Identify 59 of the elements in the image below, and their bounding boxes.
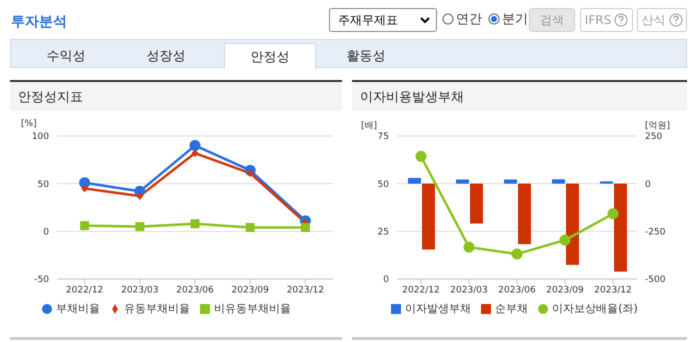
y2-tick-label: 250 — [645, 132, 662, 142]
point — [190, 140, 200, 152]
point — [190, 219, 200, 228]
legend-label: 부채비율 — [56, 302, 100, 315]
x-tick-label: 2022/12 — [66, 285, 104, 296]
text: 수익성 — [46, 48, 86, 66]
y-tick-label: 100 — [32, 132, 50, 142]
point — [560, 234, 570, 246]
point — [512, 248, 522, 260]
y-tick-label: 75 — [378, 132, 389, 142]
point — [608, 208, 618, 220]
y-tick-label: -50 — [34, 275, 50, 286]
legend-label: 비유동부채비율 — [214, 302, 291, 315]
legend-label: 순부채 — [495, 302, 528, 315]
y-tick-label: 50 — [378, 180, 390, 190]
text: 성장성 — [146, 48, 186, 66]
x-tick-label: 2022/12 — [402, 285, 440, 296]
y-axis-title: [%] — [21, 119, 37, 129]
text: 안정성 — [224, 43, 316, 69]
y-axis-title: [배] — [361, 120, 378, 132]
point — [464, 242, 474, 253]
chart-title: 이자비용발생부채 — [352, 80, 687, 111]
legend-label: 이자보상배율(좌) — [552, 302, 638, 315]
y2-tick-label: -500 — [645, 275, 666, 286]
text: 활동성 — [346, 48, 386, 66]
x-tick-label: 2023/09 — [232, 285, 270, 296]
chart-title: 안정성지표 — [10, 80, 342, 111]
point — [80, 221, 90, 230]
legend-label: 유동부채비율 — [124, 302, 190, 315]
text: 산식 — [642, 12, 666, 28]
point — [416, 150, 426, 162]
y2-tick-label: 0 — [645, 180, 651, 190]
x-tick-label: 2023/06 — [498, 285, 536, 296]
legend-label: 이자발생부채 — [405, 302, 472, 315]
point — [192, 149, 198, 158]
text: 연간 — [456, 11, 482, 28]
x-tick-label: 2023/06 — [176, 285, 214, 296]
text: 분기 — [502, 11, 528, 28]
x-tick-label: 2023/12 — [594, 285, 632, 296]
text: 주재무제표 — [338, 12, 398, 28]
text: 투자분석 — [11, 13, 67, 31]
y2-tick-label: -250 — [645, 228, 666, 238]
point — [246, 223, 255, 232]
text: IFRS — [584, 13, 612, 27]
y-tick-label: 0 — [383, 275, 390, 286]
point — [81, 184, 88, 192]
x-tick-label: 2023/03 — [450, 285, 488, 296]
x-tick-label: 2023/03 — [121, 285, 158, 296]
y-tick-label: 0 — [43, 228, 50, 238]
point — [135, 222, 144, 232]
point — [300, 223, 310, 232]
point — [246, 169, 254, 178]
y2-axis-title: [억원] — [645, 120, 670, 132]
point — [136, 192, 144, 200]
x-tick-label: 2023/12 — [286, 285, 324, 296]
y-tick-label: 50 — [38, 180, 50, 190]
text: 검색 — [540, 12, 564, 28]
x-tick-label: 2023/09 — [546, 285, 584, 296]
y-tick-label: 25 — [378, 228, 389, 238]
